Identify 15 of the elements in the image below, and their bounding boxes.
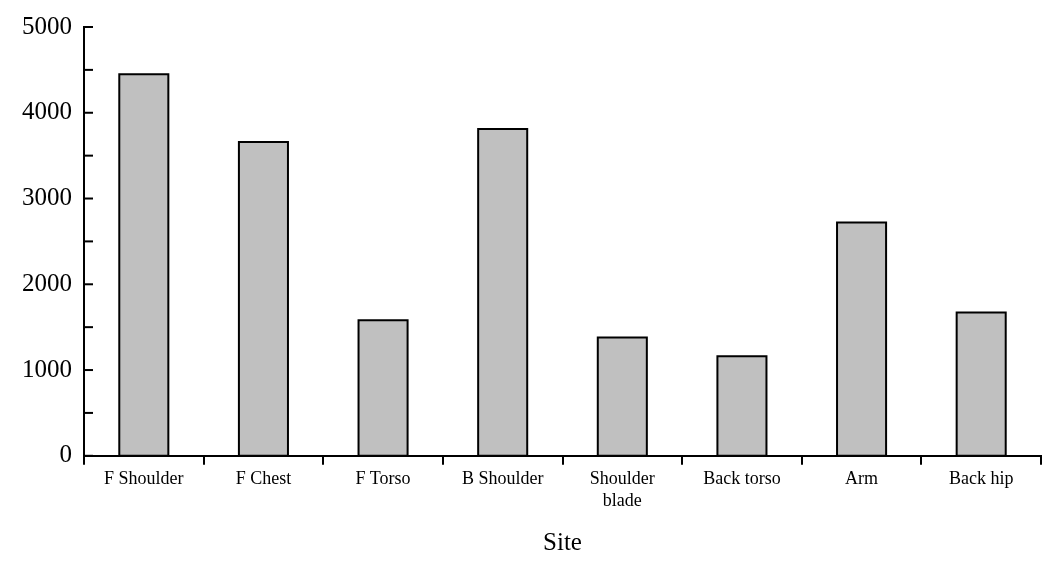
x-tick-label: F Chest xyxy=(235,468,292,489)
y-tick-label: 3000 xyxy=(22,183,72,211)
x-tick-label: Back hip xyxy=(948,468,1014,489)
y-tick-label: 1000 xyxy=(22,354,72,382)
x-tick-label: B Shoulder xyxy=(461,468,544,489)
x-tick-label: F Shoulder xyxy=(104,468,184,489)
x-tick-label: Arm xyxy=(845,468,879,489)
x-tick-label: Shoulder blade xyxy=(589,468,655,510)
x-axis-title: Site xyxy=(543,527,582,555)
y-tick-label: 4000 xyxy=(22,97,72,125)
x-tick-label: Back torso xyxy=(703,468,781,489)
y-tick-label: 5000 xyxy=(22,11,72,39)
x-tick-label: F Torso xyxy=(355,468,411,489)
y-tick-label: 2000 xyxy=(22,268,72,296)
y-tick-label: 0 xyxy=(59,440,72,468)
